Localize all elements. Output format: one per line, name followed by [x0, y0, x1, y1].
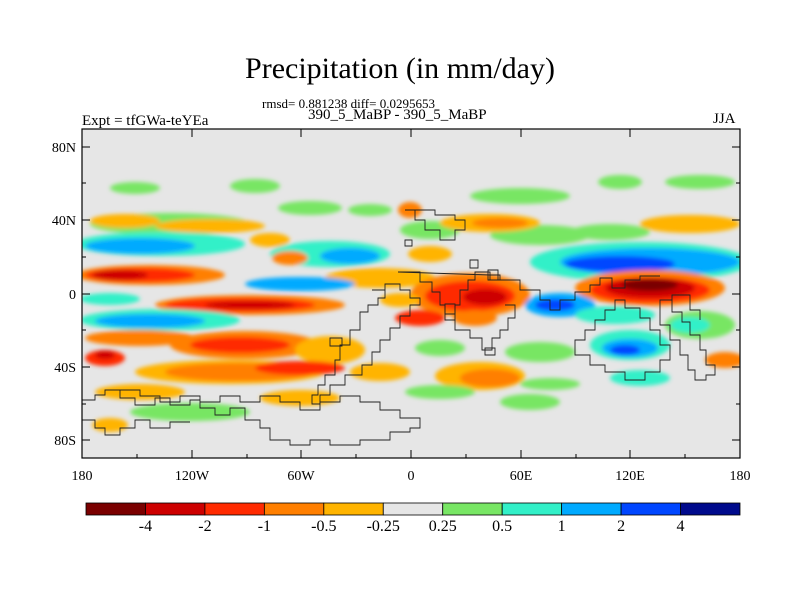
lon-label-0: 0: [408, 469, 415, 484]
colorbar-label: 0.5: [492, 518, 513, 535]
lat-label-80s: 80S: [54, 434, 76, 449]
colorbar-label: 4: [676, 518, 685, 535]
latitude-ticks: [82, 146, 740, 441]
lon-label-180w: 180: [72, 469, 93, 484]
experiment-label: Expt = tfGWa-teYEa: [82, 113, 209, 129]
colorbar-label: -2: [198, 518, 212, 535]
colorbar-label: -0.25: [366, 518, 400, 535]
colorbar-swatch: [680, 502, 741, 516]
colorbar-swatch: [263, 502, 325, 516]
colorbar-label: 0.25: [428, 518, 457, 535]
rmsd-diff-stats: rmsd= 0.881238 diff= 0.0295653: [262, 96, 435, 111]
case-label: 390_5_MaBP - 390_5_MaBP: [308, 107, 487, 123]
lat-label-40s: 40S: [54, 361, 76, 376]
colorbar-swatch: [204, 502, 265, 516]
lon-label-120e: 120E: [615, 469, 645, 484]
colorbar-label: 1: [557, 518, 566, 535]
colorbar-swatch: [323, 502, 384, 516]
continent-outlines: [82, 209, 716, 446]
map-title: Precipitation (in mm/day): [245, 52, 555, 85]
lat-label-80n: 80N: [52, 141, 76, 156]
lat-label-40n: 40N: [52, 214, 76, 229]
colorbar-label: 2: [617, 518, 626, 535]
colorbar: [85, 502, 741, 516]
precipitation-field: [82, 175, 740, 432]
lon-label-60w: 60W: [287, 469, 315, 484]
lon-label-180e: 180: [730, 469, 751, 484]
longitude-ticks: [81, 129, 686, 458]
lat-label-0: 0: [69, 288, 76, 303]
season-label: JJA: [713, 111, 736, 127]
colorbar-swatch: [501, 502, 563, 516]
colorbar-swatch: [620, 502, 681, 516]
colorbar-label: -0.5: [311, 518, 337, 535]
colorbar-label: -1: [257, 518, 272, 535]
colorbar-swatch: [85, 502, 146, 516]
colorbar-label: -4: [138, 518, 153, 535]
colorbar-swatch: [145, 502, 206, 516]
lon-label-120w: 120W: [175, 469, 210, 484]
colorbar-swatch: [561, 502, 622, 516]
colorbar-swatch: [382, 502, 444, 516]
colorbar-swatch: [442, 502, 503, 516]
lon-label-60e: 60E: [510, 469, 533, 484]
